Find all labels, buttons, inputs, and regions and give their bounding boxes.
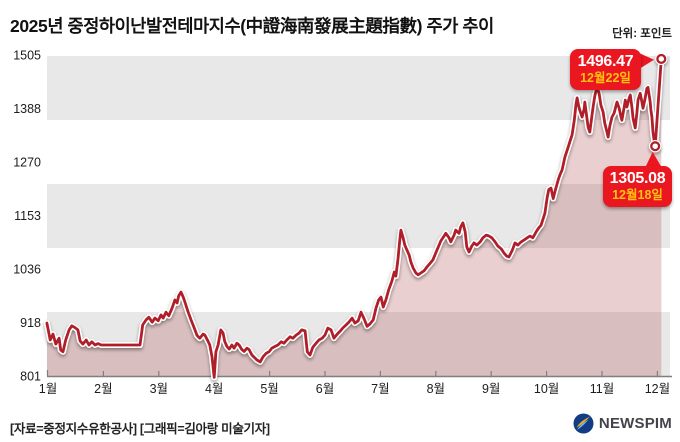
x-axis-label: 1월 — [39, 382, 57, 396]
y-axis-label: 1270 — [13, 156, 41, 170]
source-credit: [자료=중정지수유한공사] [그래픽=김아랑 미술기자] — [10, 422, 270, 436]
callout-high-date: 12월22일 — [580, 71, 631, 85]
series-line — [45, 57, 663, 379]
newspim-logo-icon — [573, 413, 594, 434]
footer: [자료=중정지수유한공사] [그래픽=김아랑 미술기자] NEWSPIM — [0, 406, 680, 442]
grid-band — [47, 56, 670, 120]
callout-high-value: 1496.47 — [577, 53, 634, 70]
newspim-logo-text: NEWSPIM — [598, 415, 672, 432]
callout-high: 1496.47 12월22일 — [570, 49, 641, 90]
x-axis-label: 7월 — [371, 382, 389, 396]
x-axis-label: 11월 — [590, 382, 614, 396]
callout-low: 1305.08 12월18일 — [603, 166, 672, 207]
y-axis-label: 1505 — [13, 49, 41, 63]
page-title: 2025년 중정하이난발전테마지수(中證海南發展主題指數) 주가 추이 — [10, 16, 494, 36]
x-axis-label: 12월 — [645, 382, 670, 396]
y-axis-label: 1388 — [13, 102, 41, 116]
callout-low-value: 1305.08 — [609, 170, 666, 187]
x-axis-label: 4월 — [205, 382, 223, 396]
unit-label: 단위: 포인트 — [612, 28, 672, 40]
x-axis-label: 5월 — [260, 382, 278, 396]
callout-low-date: 12월18일 — [612, 188, 663, 202]
y-axis-label: 918 — [20, 316, 41, 330]
series-line-group — [43, 52, 668, 381]
x-axis-label: 8월 — [427, 382, 445, 396]
y-axis-label: 1153 — [14, 209, 41, 223]
newspim-logo: NEWSPIM — [573, 413, 672, 434]
x-axis-label: 2월 — [94, 382, 112, 396]
x-axis-label: 10월 — [534, 382, 559, 396]
series-area — [46, 58, 662, 378]
grid-band — [47, 184, 670, 248]
data-point-marker — [650, 141, 661, 152]
x-axis-label: 3월 — [150, 382, 168, 396]
x-axis-label: 9월 — [482, 382, 500, 396]
x-axis-label: 6월 — [316, 382, 334, 396]
y-axis-label: 1036 — [13, 262, 41, 276]
data-point-marker — [656, 53, 667, 64]
y-axis-label: 801 — [20, 370, 41, 384]
